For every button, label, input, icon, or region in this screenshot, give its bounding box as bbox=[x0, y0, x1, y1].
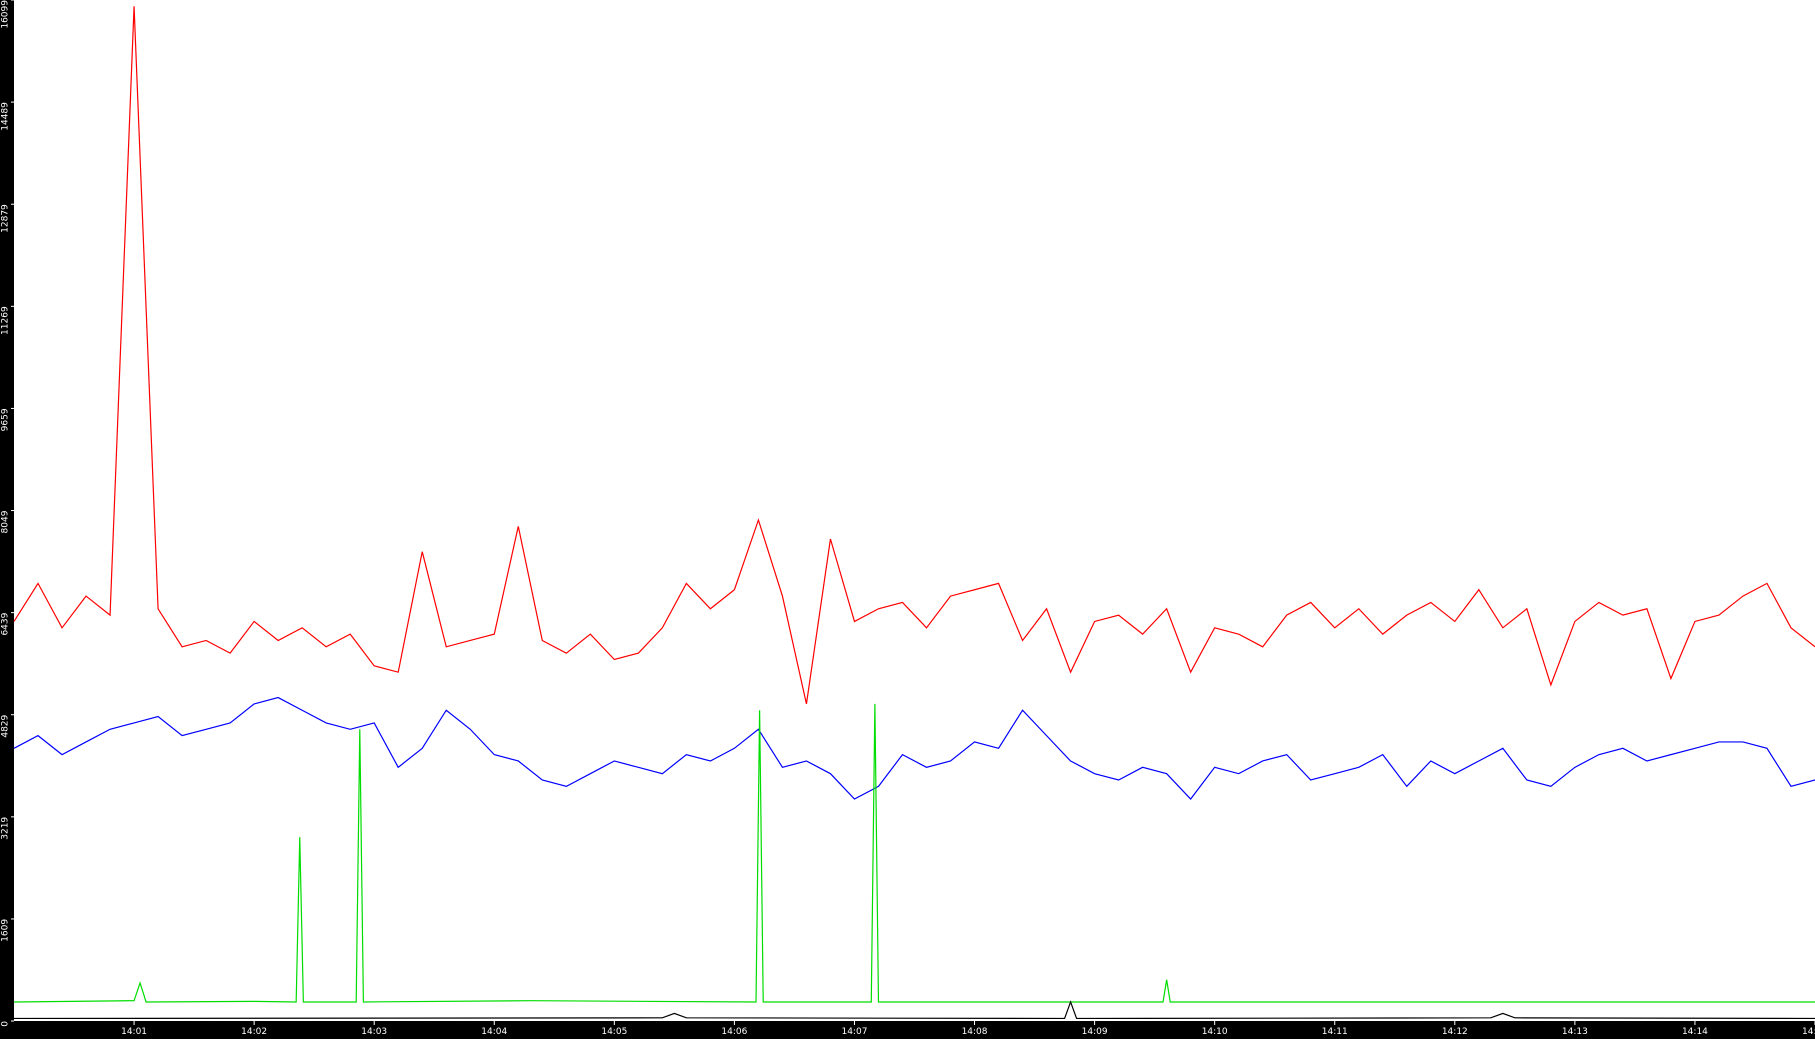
y-tick-label: 9659 bbox=[1, 408, 11, 431]
y-tick-label: 0 bbox=[1, 1021, 11, 1027]
x-tick-label: 14:07 bbox=[841, 1027, 867, 1037]
x-tick-label: 14:04 bbox=[481, 1027, 507, 1037]
series-line bbox=[13, 703, 1815, 1003]
y-tick-label: 8049 bbox=[1, 510, 11, 533]
y-tick-label: 14489 bbox=[1, 102, 11, 131]
y-axis-strip bbox=[0, 0, 14, 1039]
x-tick-label: 14:02 bbox=[241, 1027, 267, 1037]
x-tick-label: 14:03 bbox=[361, 1027, 387, 1037]
series-line bbox=[13, 1000, 1815, 1020]
plot-area bbox=[13, 6, 1815, 1020]
x-tick-label: 14:09 bbox=[1082, 1027, 1108, 1037]
y-tick-label: 6439 bbox=[1, 612, 11, 635]
y-tick-label: 12879 bbox=[1, 204, 11, 233]
x-tick-label: 14:13 bbox=[1562, 1027, 1588, 1037]
x-tick-label: 14:10 bbox=[1202, 1027, 1228, 1037]
x-tick-label: 14:11 bbox=[1322, 1027, 1348, 1037]
series-line bbox=[13, 6, 1815, 705]
y-tick-label: 4829 bbox=[1, 714, 11, 737]
x-tick-label: 14:14 bbox=[1682, 1027, 1708, 1037]
y-tick-label: 16099 bbox=[1, 0, 11, 29]
x-tick-label: 14:01 bbox=[121, 1027, 147, 1037]
series-line bbox=[13, 696, 1815, 800]
x-axis-strip bbox=[0, 1021, 1815, 1039]
x-tick-label: 14:06 bbox=[721, 1027, 747, 1037]
x-tick-label: 14:08 bbox=[962, 1027, 988, 1037]
y-tick-label: 11269 bbox=[1, 306, 11, 335]
y-tick-label: 1609 bbox=[1, 919, 11, 942]
x-tick-label: 14:05 bbox=[601, 1027, 627, 1037]
y-tick-label: 3219 bbox=[1, 817, 11, 840]
x-tick-label: 14:12 bbox=[1442, 1027, 1468, 1037]
x-tick-label: 14:15 bbox=[1802, 1027, 1815, 1037]
